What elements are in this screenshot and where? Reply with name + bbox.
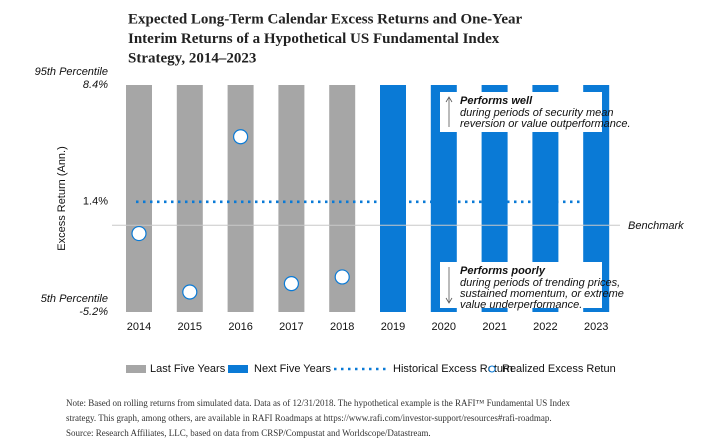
range-bar <box>227 85 254 312</box>
point <box>283 276 299 292</box>
x-tick-label: 2019 <box>381 321 405 333</box>
annotation-text: during periods of security mean <box>460 107 613 119</box>
y-tick-label: 8.4% <box>83 79 108 91</box>
annotation-arrowhead <box>445 96 453 103</box>
x-tick-label: 2021 <box>482 321 506 333</box>
annotation-box <box>440 92 602 132</box>
annotation-arrowhead <box>445 297 453 304</box>
note: Source: Research Affiliates, LLC, based … <box>66 428 431 438</box>
x-tick-label: 2023 <box>584 321 608 333</box>
legend-swatch <box>228 365 248 373</box>
range-bar <box>126 85 152 312</box>
annotation-title: Performs poorly <box>460 265 546 277</box>
annotation-text: sustained momentum, or extreme <box>460 288 624 300</box>
annotation-text: value underperformance. <box>460 299 582 311</box>
annotation-text: reversion or value outperformance. <box>460 118 631 130</box>
x-tick-label: 2022 <box>533 321 557 333</box>
x-tick-label: 2016 <box>228 321 252 333</box>
range-bar <box>176 85 203 312</box>
legend-label: Historical Excess Return <box>393 363 513 375</box>
annotation-box <box>440 262 602 308</box>
x-tick-label: 2014 <box>127 321 151 333</box>
y-tick-label: 1.4% <box>83 196 108 208</box>
x-tick-label: 2017 <box>279 321 303 333</box>
chart-title: Interim Returns of a Hypothetical US Fun… <box>128 31 500 47</box>
legend-swatch <box>126 365 146 373</box>
chart-title: Strategy, 2014–2023 <box>128 50 256 66</box>
x-tick-label: 2015 <box>178 321 202 333</box>
point <box>131 225 147 242</box>
point <box>182 284 198 300</box>
range-bar <box>380 85 406 312</box>
annotation-title: Performs well <box>460 95 533 107</box>
legend-label: Realized Excess Retun <box>502 363 616 375</box>
legend-swatch <box>488 365 496 373</box>
benchmark-label: Benchmark <box>628 220 684 232</box>
y-tick-label: -5.2% <box>79 306 108 318</box>
legend-label: Next Five Years <box>254 363 332 375</box>
percentile-label: 95th Percentile <box>35 66 108 78</box>
point <box>334 269 350 285</box>
x-tick-label: 2018 <box>330 321 354 333</box>
legend-label: Last Five Years <box>150 363 226 375</box>
point <box>233 129 249 145</box>
range-bar <box>278 85 305 312</box>
y-axis-title: Excess Return (Ann.) <box>56 146 68 251</box>
note: strategy. This graph, among others, are … <box>66 413 552 423</box>
x-tick-label: 2020 <box>432 321 456 333</box>
chart-title: Expected Long-Term Calendar Excess Retur… <box>128 11 523 27</box>
percentile-label: 5th Percentile <box>41 293 108 305</box>
annotation-text: during periods of trending prices, <box>460 277 620 289</box>
note: Note: Based on rolling returns from simu… <box>66 398 571 408</box>
